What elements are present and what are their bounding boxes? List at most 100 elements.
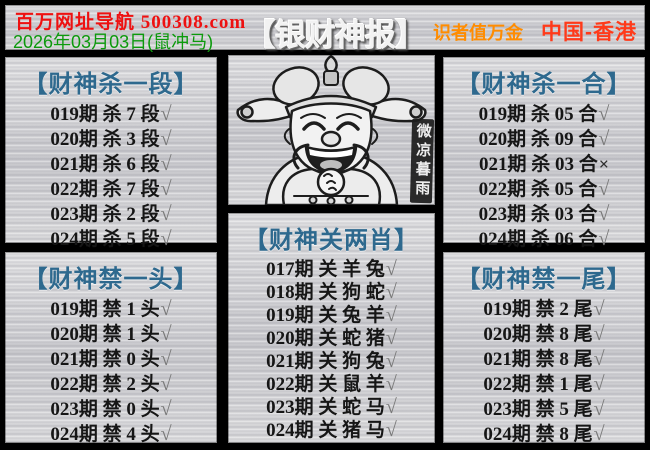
result-mark: √	[160, 298, 172, 320]
table-row: 019期 杀 05 合√	[443, 102, 645, 127]
result-mark: √	[593, 323, 605, 345]
result-mark: √	[160, 398, 172, 420]
result-mark: √	[593, 298, 605, 320]
row-text: 019期 杀 05 合	[478, 104, 598, 125]
finger-lines	[323, 173, 337, 191]
hat-finial-stem	[323, 70, 339, 86]
row-text: 017期 关 羊 兔	[266, 259, 385, 280]
result-mark: √	[160, 153, 172, 175]
result-mark: √	[385, 304, 397, 326]
belt-stud	[308, 195, 318, 205]
table-row: 020期 关 蛇 猪√	[228, 327, 435, 350]
belt-stud	[344, 195, 354, 205]
ear-right	[371, 128, 379, 145]
row-text: 019期 杀 7 段	[50, 104, 160, 125]
row-text: 020期 杀 3 段	[50, 129, 160, 150]
result-mark: √	[160, 373, 172, 395]
panel-rows: 017期 关 羊 兔√ 018期 关 狗 蛇√ 019期 关 兔 羊√ 020期…	[228, 258, 435, 442]
tongue	[320, 160, 342, 170]
result-mark: √	[598, 203, 610, 225]
row-text: 020期 禁 1 头	[50, 324, 160, 345]
teeth	[309, 149, 353, 158]
table-row: 017期 关 羊 兔√	[228, 258, 435, 281]
row-text: 023期 杀 2 段	[50, 204, 160, 225]
table-row: 021期 禁 8 尾√	[443, 347, 645, 372]
table-row: 022期 禁 1 尾√	[443, 372, 645, 397]
panel-title: 【财神杀一合】	[456, 72, 632, 98]
ear-left	[283, 128, 291, 145]
panel-kill-segment: 【财神杀一段】 019期 杀 7 段√ 020期 杀 3 段√ 021期 杀 6…	[5, 57, 217, 250]
table-row: 021期 禁 0 头√	[5, 347, 217, 372]
row-text: 024期 杀 06 合	[478, 229, 598, 250]
result-mark: √	[598, 228, 610, 250]
table-row: 021期 关 狗 兔√	[228, 350, 435, 373]
result-mark: √	[160, 228, 172, 250]
result-mark: √	[385, 258, 397, 280]
row-text: 021期 关 狗 兔	[266, 351, 385, 372]
result-mark: √	[160, 348, 172, 370]
panel-rows: 019期 禁 1 头√ 020期 禁 1 头√ 021期 禁 0 头√ 022期…	[5, 297, 217, 447]
panel-mascot: 微凉暮雨	[228, 55, 435, 205]
site-link[interactable]: 百万网址导航 500308.com	[15, 12, 247, 33]
row-text: 022期 杀 7 段	[50, 179, 160, 200]
table-row: 023期 关 蛇 马√	[228, 396, 435, 419]
result-mark: √	[385, 327, 397, 349]
result-mark: √	[160, 178, 172, 200]
table-row: 024期 关 猪 马√	[228, 419, 435, 442]
row-text: 022期 关 鼠 羊	[266, 374, 385, 395]
panel-title: 【财神杀一段】	[23, 72, 199, 98]
slogan-text: 识者值万金	[433, 23, 523, 43]
table-row: 020期 禁 8 尾√	[443, 322, 645, 347]
table-row: 021期 杀 03 合×	[443, 152, 645, 177]
row-text: 023期 禁 0 头	[50, 399, 160, 420]
table-row: 020期 禁 1 头√	[5, 322, 217, 347]
watermark-seal: 微凉暮雨	[409, 118, 435, 204]
table-row: 023期 杀 2 段√	[5, 202, 217, 227]
row-text: 021期 杀 03 合	[478, 154, 598, 175]
result-mark: √	[598, 128, 610, 150]
eye-left	[302, 121, 326, 131]
row-text: 024期 关 猪 马	[266, 420, 385, 441]
header-bar: 百万网址导航 500308.com 2026年03月03日(鼠冲马) 【银财神报…	[5, 5, 645, 53]
result-mark: √	[598, 103, 610, 125]
result-mark: √	[593, 373, 605, 395]
god-of-wealth-illustration	[236, 55, 427, 205]
nose	[320, 130, 342, 148]
result-mark: ×	[598, 154, 610, 174]
row-text: 019期 禁 2 尾	[483, 299, 593, 320]
result-mark: √	[160, 128, 172, 150]
result-mark: √	[385, 350, 397, 372]
table-row: 021期 杀 6 段√	[5, 152, 217, 177]
mustache-right	[352, 143, 370, 170]
table-row: 020期 杀 09 合√	[443, 127, 645, 152]
panel-ban-tail: 【财神禁一尾】 019期 禁 2 尾√ 020期 禁 8 尾√ 021期 禁 8…	[443, 252, 645, 445]
row-text: 020期 关 蛇 猪	[266, 328, 385, 349]
result-mark: √	[385, 419, 397, 441]
table-row: 019期 关 兔 羊√	[228, 304, 435, 327]
page-title: 【银财神报】	[245, 18, 426, 53]
row-text: 024期 禁 8 尾	[483, 424, 593, 445]
row-text: 022期 杀 05 合	[478, 179, 598, 200]
table-row: 022期 禁 2 头√	[5, 372, 217, 397]
result-mark: √	[385, 281, 397, 303]
table-row: 023期 禁 5 尾√	[443, 397, 645, 422]
belt-stud	[326, 196, 336, 205]
table-row: 019期 杀 7 段√	[5, 102, 217, 127]
row-text: 023期 禁 5 尾	[483, 399, 593, 420]
table-row: 024期 禁 8 尾√	[443, 422, 645, 447]
row-text: 023期 关 蛇 马	[266, 397, 385, 418]
row-text: 018期 关 狗 蛇	[266, 282, 385, 303]
result-mark: √	[160, 323, 172, 345]
table-row: 023期 杀 03 合√	[443, 202, 645, 227]
panel-guan-two-zodiac: 【财神关两肖】 017期 关 羊 兔√ 018期 关 狗 蛇√ 019期 关 兔…	[228, 213, 435, 443]
panel-title: 【财神禁一尾】	[456, 267, 632, 293]
eye-right	[336, 121, 360, 131]
eyebrow-right	[336, 113, 362, 119]
panel-rows: 019期 杀 7 段√ 020期 杀 3 段√ 021期 杀 6 段√ 022期…	[5, 102, 217, 252]
panel-ban-head: 【财神禁一头】 019期 禁 1 头√ 020期 禁 1 头√ 021期 禁 0…	[5, 252, 217, 445]
issue-date: 2026年03月03日(鼠冲马)	[13, 32, 214, 52]
row-text: 021期 禁 8 尾	[483, 349, 593, 370]
row-text: 024期 禁 4 头	[50, 424, 160, 445]
row-text: 023期 杀 03 合	[478, 204, 598, 225]
